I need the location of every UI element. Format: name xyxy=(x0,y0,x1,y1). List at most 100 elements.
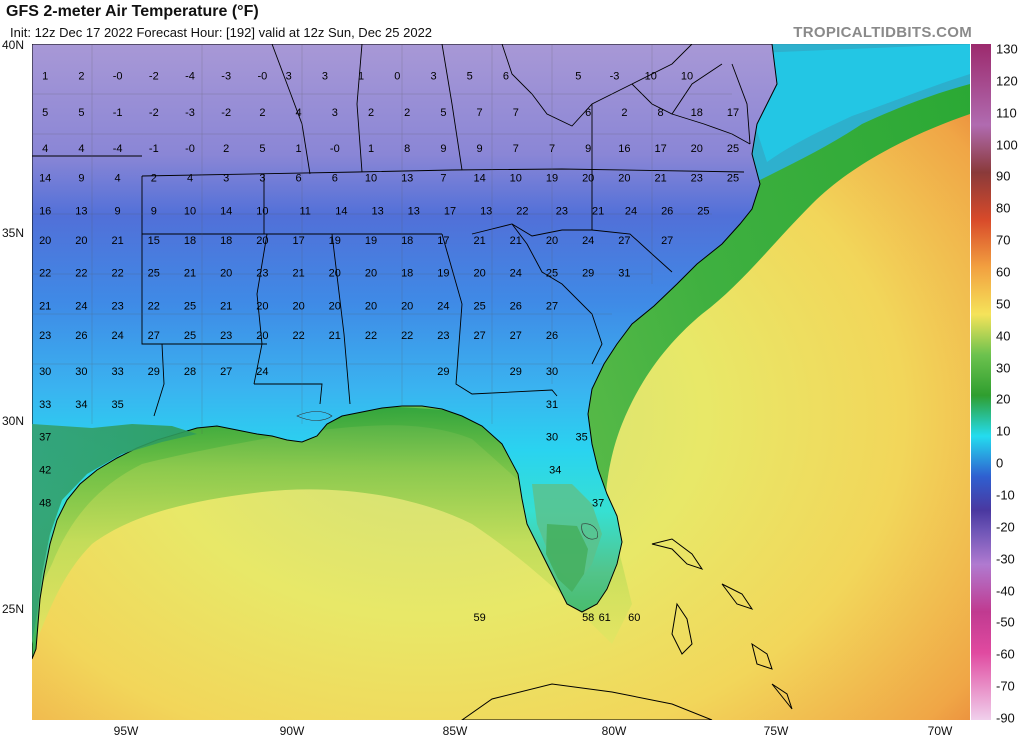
temperature-value: 33 xyxy=(111,366,123,378)
temperature-value: 7 xyxy=(513,107,519,119)
temperature-value: 23 xyxy=(39,330,51,342)
lat-label-30n: 30N xyxy=(2,414,25,428)
temperature-value: 27 xyxy=(618,235,630,247)
temperature-value: 25 xyxy=(727,143,739,155)
temperature-value: 27 xyxy=(473,330,485,342)
temperature-value: 5 xyxy=(467,71,473,83)
temperature-value: 37 xyxy=(39,432,51,444)
temperature-value: 22 xyxy=(365,330,377,342)
temperature-value: 26 xyxy=(75,330,87,342)
temperature-value: 24 xyxy=(75,300,87,312)
temperature-value: 29 xyxy=(510,366,522,378)
temperature-value: -1 xyxy=(113,107,123,119)
temperature-value: 2 xyxy=(404,107,410,119)
temperature-value: 20 xyxy=(618,172,630,184)
lat-label-35n: 35N xyxy=(2,226,25,240)
station-values: 1 2 -0 -2 -4 -3 -0 3 3 1 0 3 5 6 5 -3 10 105 5 -1 -2 -3 -2 2 4 3 2… xyxy=(39,71,739,624)
temperature-value: 11 xyxy=(299,205,310,217)
temperature-value: 20 xyxy=(329,300,341,312)
temperature-value: 21 xyxy=(592,205,604,217)
temperature-value: 30 xyxy=(546,366,558,378)
temperature-value: 10 xyxy=(184,205,196,217)
temperature-value: 18 xyxy=(220,235,232,247)
temperature-value: 24 xyxy=(510,268,522,280)
colorbar-tick-label: 120 xyxy=(996,73,1018,89)
lon-label-85w: 85W xyxy=(442,724,468,738)
temperature-value: -2 xyxy=(149,107,159,119)
temperature-value: 9 xyxy=(477,143,483,155)
temperature-value: -0 xyxy=(258,71,268,83)
temperature-value: 17 xyxy=(654,143,666,155)
temperature-value: 21 xyxy=(329,330,341,342)
temperature-value: 13 xyxy=(75,205,87,217)
temperature-value: 25 xyxy=(148,268,160,280)
temperature-value: 18 xyxy=(691,107,703,119)
county-borders xyxy=(32,44,732,434)
temperature-value: 1 xyxy=(368,143,374,155)
temperature-value: 23 xyxy=(220,330,232,342)
temperature-value: 4 xyxy=(296,107,302,119)
temperature-value: 16 xyxy=(618,143,630,155)
temperature-value: 19 xyxy=(546,172,558,184)
temperature-value: 16 xyxy=(39,205,51,217)
temperature-value: 25 xyxy=(727,172,739,184)
map-canvas: 1 2 -0 -2 -4 -3 -0 3 3 1 0 3 5 6 5 -3 10 105 5 -1 -2 -3 -2 2 4 3 2… xyxy=(32,44,970,720)
lon-label-70w: 70W xyxy=(927,724,953,738)
colorbar-tick-label: 100 xyxy=(996,137,1018,153)
temperature-value: 34 xyxy=(75,399,87,411)
temperature-value: 25 xyxy=(546,268,558,280)
temperature-value: 31 xyxy=(618,268,630,280)
temperature-value: 31 xyxy=(546,399,558,411)
colorbar-tick-label: -90 xyxy=(996,710,1015,726)
temperature-value: 2 xyxy=(151,172,157,184)
temperature-value: 9 xyxy=(440,143,446,155)
temperature-value: -3 xyxy=(221,71,231,83)
temperature-value: 21 xyxy=(220,300,232,312)
temperature-value: -4 xyxy=(113,143,123,155)
temperature-value: 7 xyxy=(477,107,483,119)
temperature-value: 27 xyxy=(220,366,232,378)
temperature-value: -0 xyxy=(330,143,340,155)
temperature-value: 10 xyxy=(256,205,268,217)
colorbar-tick-label: 50 xyxy=(996,296,1011,312)
temperature-value: 24 xyxy=(582,235,594,247)
temperature-value: 14 xyxy=(473,172,485,184)
temperature-value: 4 xyxy=(42,143,48,155)
temperature-value: 13 xyxy=(371,205,383,217)
colorbar-tick-label: 0 xyxy=(996,455,1004,471)
lat-label-25n: 25N xyxy=(2,602,25,616)
temperature-value: 2 xyxy=(223,143,229,155)
temperature-value: 23 xyxy=(556,205,568,217)
temperature-value: 20 xyxy=(220,268,232,280)
temperature-value: 10 xyxy=(365,172,377,184)
temperature-value: 10 xyxy=(681,71,693,83)
temperature-value: -3 xyxy=(185,107,195,119)
colorbar xyxy=(971,44,991,720)
temperature-value: 60 xyxy=(628,612,640,624)
temperature-value: 7 xyxy=(440,172,446,184)
temperature-value: 6 xyxy=(296,172,302,184)
temperature-value: 8 xyxy=(658,107,664,119)
temperature-value: 25 xyxy=(184,300,196,312)
temperature-value: 37 xyxy=(592,497,604,509)
temperature-value: 3 xyxy=(259,172,265,184)
temperature-value: -2 xyxy=(149,71,159,83)
temperature-value: 20 xyxy=(582,172,594,184)
temperature-value: 59 xyxy=(473,612,485,624)
colorbar-tick-label: 80 xyxy=(996,200,1011,216)
lake-pontchartrain xyxy=(296,411,598,540)
temperature-value: 23 xyxy=(111,300,123,312)
colorbar-tick-label: 30 xyxy=(996,360,1011,376)
temperature-value: 24 xyxy=(111,330,123,342)
temperature-value: 3 xyxy=(332,107,338,119)
temperature-value: 5 xyxy=(575,71,581,83)
temperature-value: 20 xyxy=(256,330,268,342)
temperature-value: 20 xyxy=(256,235,268,247)
temperature-value: 17 xyxy=(444,205,456,217)
temperature-value: 21 xyxy=(473,235,485,247)
temperature-value: 22 xyxy=(148,300,160,312)
temperature-value: 30 xyxy=(546,432,558,444)
temperature-value: 26 xyxy=(661,205,673,217)
caribbean-islands xyxy=(461,538,793,720)
temperature-value: 18 xyxy=(184,235,196,247)
